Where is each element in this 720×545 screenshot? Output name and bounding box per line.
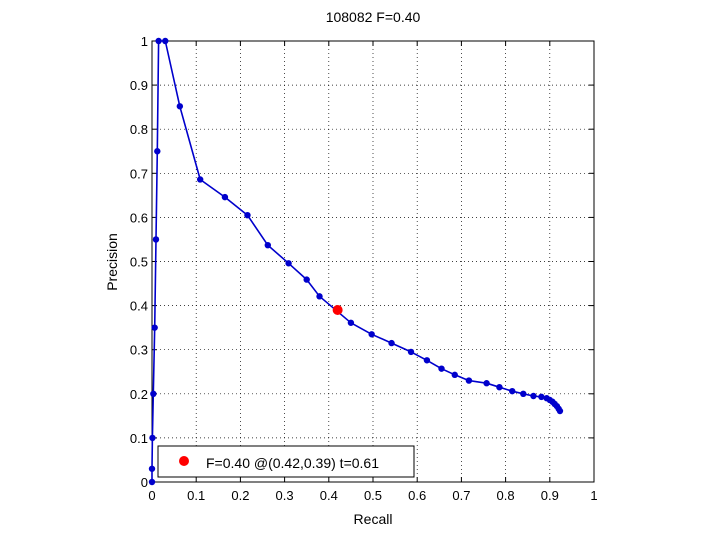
legend: F=0.40 @(0.42,0.39) t=0.61 (157, 445, 415, 478)
y-tick-label: 0 (141, 475, 148, 490)
data-point (196, 176, 204, 183)
x-tick-label: 0.8 (497, 488, 515, 503)
x-tick-label: 0.7 (452, 488, 470, 503)
y-axis-label: Precision (104, 233, 120, 291)
data-point (151, 324, 158, 331)
data-point (368, 331, 375, 338)
data-point (162, 37, 169, 45)
data-point (244, 211, 251, 219)
y-tick-label: 1 (141, 34, 148, 49)
best-point-layer (332, 305, 343, 316)
data-point (155, 37, 162, 45)
data-point (438, 365, 445, 372)
chart-title: 108082 F=0.40 (326, 9, 421, 25)
data-point (556, 407, 564, 415)
data-point (509, 387, 516, 395)
data-point (264, 241, 272, 249)
data-point (149, 434, 156, 442)
legend-marker (179, 456, 189, 466)
data-point (423, 357, 431, 364)
data-point (347, 319, 355, 326)
data-point (316, 293, 323, 300)
data-point (520, 390, 527, 397)
data-point (496, 383, 503, 391)
x-tick-label: 0.4 (320, 488, 338, 503)
data-point (152, 236, 160, 243)
x-tick-label: 0.6 (408, 488, 426, 503)
x-tick-label: 0.9 (541, 488, 559, 503)
data-point (285, 260, 292, 267)
x-tick-label: 0.2 (231, 488, 249, 503)
x-axis-label: Recall (354, 511, 393, 527)
data-point (483, 380, 490, 387)
x-tick-label: 0.3 (276, 488, 294, 503)
data-point (538, 393, 545, 401)
y-tick-label: 0.1 (130, 431, 148, 446)
data-point (465, 377, 473, 384)
data-point (451, 371, 458, 379)
legend-label: F=0.40 @(0.42,0.39) t=0.61 (206, 455, 379, 471)
data-point (388, 339, 395, 347)
x-tick-label: 0 (148, 488, 155, 503)
x-tick-label: 0.5 (364, 488, 382, 503)
data-point (530, 392, 537, 400)
x-tick-label: 1 (590, 488, 597, 503)
y-tick-label: 0.4 (130, 299, 148, 314)
data-point (407, 348, 415, 356)
legend-box (157, 445, 415, 478)
x-tick-labels: 0 0.1 0.2 0.3 0.4 0.5 0.6 0.7 0.8 0.9 1 (148, 488, 597, 503)
y-tick-label: 0.5 (130, 255, 148, 270)
data-point (148, 478, 156, 486)
data-point (176, 103, 184, 110)
y-tick-label: 0.2 (130, 387, 148, 402)
y-tick-label: 0.3 (130, 343, 148, 358)
x-tick-label: 0.1 (187, 488, 205, 503)
data-point (221, 193, 229, 201)
series-layer (148, 37, 564, 486)
data-point (303, 276, 310, 283)
data-point (150, 390, 157, 397)
y-tick-label: 0.6 (130, 210, 148, 225)
y-tick-label: 0.7 (130, 166, 148, 181)
best-f-point (332, 305, 343, 316)
data-point (148, 465, 156, 472)
data-point (154, 148, 161, 155)
y-tick-label: 0.8 (130, 122, 148, 137)
y-tick-labels: 0 0.1 0.2 0.3 0.4 0.5 0.6 0.7 0.8 0.9 1 (130, 34, 148, 490)
y-tick-label: 0.9 (130, 78, 148, 93)
